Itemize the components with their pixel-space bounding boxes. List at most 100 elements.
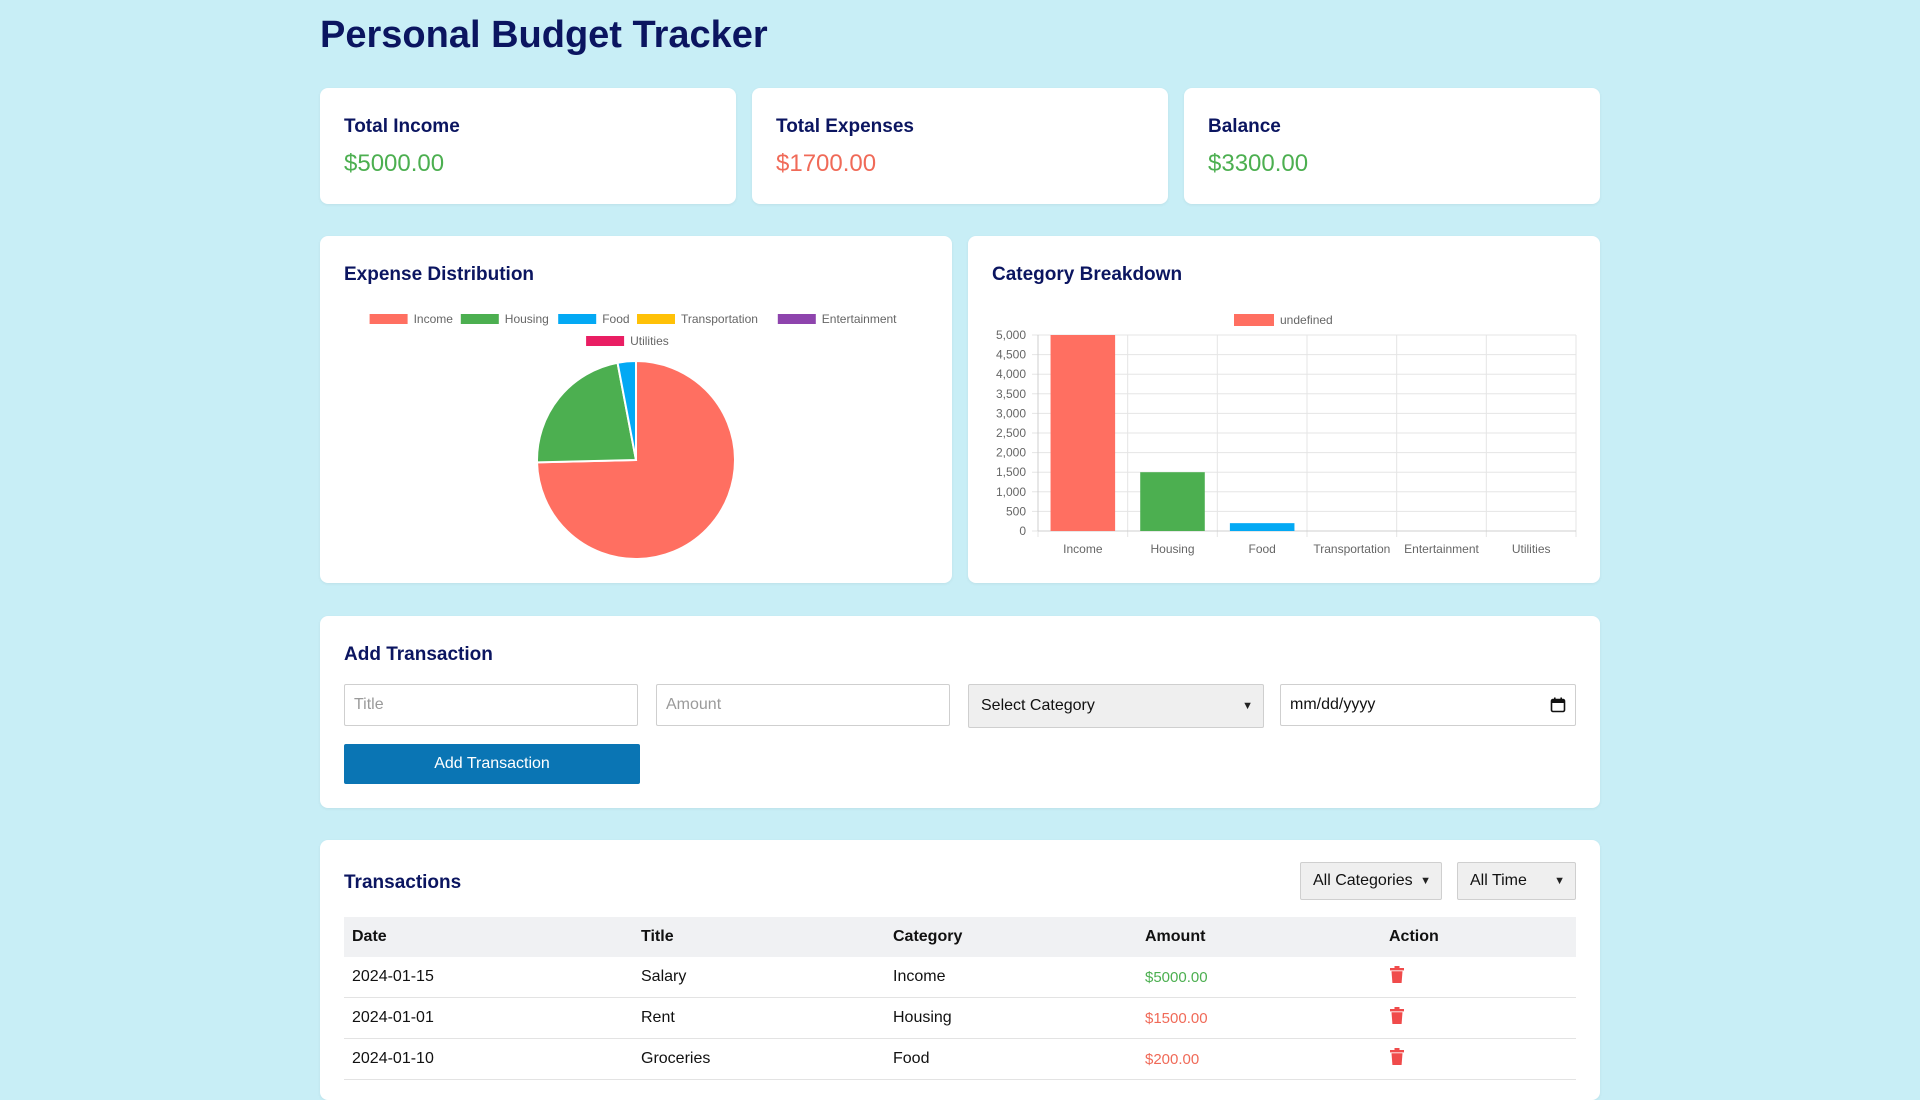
- chevron-down-icon: ▼: [1420, 875, 1431, 887]
- delete-trash-icon[interactable]: [1389, 1047, 1405, 1066]
- balance-card: Balance $3300.00: [1184, 88, 1600, 204]
- date-placeholder: mm/dd/yyyy: [1290, 696, 1376, 713]
- row-date: 2024-01-01: [344, 997, 633, 1039]
- y-tick-label: 4,500: [996, 348, 1026, 362]
- y-tick-label: 2,500: [996, 426, 1026, 440]
- chevron-down-icon: ▼: [1242, 700, 1253, 712]
- y-tick-label: 3,000: [996, 406, 1026, 420]
- column-header-amount: Amount: [1137, 917, 1381, 957]
- legend-swatch: [586, 336, 625, 346]
- column-header-category: Category: [885, 917, 1137, 957]
- delete-trash-icon[interactable]: [1389, 1006, 1405, 1025]
- legend-swatch: [558, 314, 597, 324]
- y-tick-label: 5,000: [996, 328, 1026, 342]
- x-tick-label: Income: [1063, 542, 1103, 556]
- income-value: $5000.00: [344, 150, 445, 177]
- legend-swatch: [637, 314, 675, 324]
- add-transaction-title: Add Transaction: [344, 644, 493, 665]
- legend-label: Income: [414, 312, 454, 326]
- category-select[interactable]: Select Category ▼: [968, 684, 1264, 728]
- row-category: Food: [885, 1038, 1137, 1080]
- bar: [1050, 335, 1116, 531]
- add-transaction-button[interactable]: Add Transaction: [344, 744, 640, 784]
- expense-distribution-card: Expense Distribution Income Housing Food Tr…: [320, 236, 952, 583]
- expenses-label: Total Expenses: [776, 116, 914, 137]
- table-row: 2024-01-10 Groceries Food $200.00: [344, 1038, 1576, 1080]
- row-category: Housing: [885, 997, 1137, 1039]
- chevron-down-icon: ▼: [1554, 875, 1565, 887]
- row-amount: $200.00: [1137, 1038, 1381, 1080]
- legend-label: Food: [602, 312, 629, 326]
- legend-label: Entertainment: [822, 312, 897, 326]
- y-tick-label: 3,500: [996, 387, 1026, 401]
- time-filter-select[interactable]: All Time ▼: [1457, 862, 1576, 900]
- legend-swatch: [460, 314, 499, 324]
- x-tick-label: Housing: [1150, 542, 1194, 556]
- title-placeholder: Title: [354, 696, 384, 713]
- add-transaction-card: Add Transaction Title Amount Select Cate…: [320, 616, 1600, 808]
- category-filter-select[interactable]: All Categories ▼: [1300, 862, 1442, 900]
- x-tick-label: Utilities: [1512, 542, 1551, 556]
- row-date: 2024-01-15: [344, 957, 633, 998]
- row-title: Salary: [633, 957, 885, 998]
- bar-chart-title: Category Breakdown: [992, 264, 1183, 285]
- y-tick-label: 0: [1019, 524, 1026, 538]
- legend-label: Housing: [505, 312, 549, 326]
- page-title: Personal Budget Tracker: [320, 14, 768, 56]
- expenses-card: Total Expenses $1700.00: [752, 88, 1168, 204]
- bar: [1229, 523, 1295, 531]
- income-label: Total Income: [344, 116, 460, 137]
- bar-chart: undefined 5,000 4,500 4,000 3,500 3,000 2,500 2…: [996, 313, 1577, 556]
- y-tick-label: 1,000: [996, 485, 1026, 499]
- y-tick-label: 1,500: [996, 465, 1026, 479]
- amount-placeholder: Amount: [666, 696, 722, 713]
- pie-slice: [616, 359, 637, 461]
- x-tick-label: Transportation: [1313, 542, 1390, 556]
- title-input[interactable]: Title: [344, 684, 638, 726]
- date-input[interactable]: mm/dd/yyyy: [1280, 684, 1576, 726]
- column-header-title: Title: [633, 917, 885, 957]
- legend-swatch: [777, 314, 816, 324]
- legend-label: undefined: [1280, 313, 1333, 327]
- legend-swatch: [369, 314, 408, 324]
- legend-label: Utilities: [630, 334, 669, 348]
- legend-swatch: [1234, 314, 1274, 326]
- row-title: Groceries: [633, 1038, 885, 1080]
- pie-slice: [536, 361, 638, 464]
- legend-label: Transportation: [681, 312, 758, 326]
- y-tick-label: 4,000: [996, 367, 1026, 381]
- time-filter-value: All Time: [1470, 872, 1527, 889]
- expenses-value: $1700.00: [776, 150, 877, 177]
- category-select-value: Select Category: [981, 697, 1095, 714]
- x-tick-label: Entertainment: [1404, 542, 1479, 556]
- row-action: [1381, 997, 1576, 1039]
- row-title: Rent: [633, 997, 885, 1039]
- y-tick-label: 500: [1006, 504, 1026, 518]
- pie-chart-title: Expense Distribution: [344, 264, 535, 285]
- row-action: [1381, 1038, 1576, 1080]
- category-filter-value: All Categories: [1313, 872, 1413, 889]
- balance-value: $3300.00: [1208, 150, 1309, 177]
- row-action: [1381, 957, 1576, 998]
- category-breakdown-card: Category Breakdown undefined 5,000 4,500 4,…: [968, 236, 1600, 583]
- transactions-table: Date Title Category Amount Action 2024-0…: [344, 917, 1576, 1080]
- column-header-action: Action: [1381, 917, 1576, 957]
- transactions-card: Transactions All Categories ▼ All Time ▼…: [320, 840, 1600, 1100]
- transactions-title: Transactions: [344, 872, 462, 893]
- balance-label: Balance: [1208, 116, 1281, 137]
- income-card: Total Income $5000.00: [320, 88, 736, 204]
- column-header-date: Date: [344, 917, 633, 957]
- table-row: 2024-01-15 Salary Income $5000.00: [344, 957, 1576, 998]
- table-header-row: Date Title Category Amount Action: [344, 917, 1576, 957]
- y-tick-label: 2,000: [996, 446, 1026, 460]
- x-tick-label: Food: [1248, 542, 1275, 556]
- row-date: 2024-01-10: [344, 1038, 633, 1080]
- amount-input[interactable]: Amount: [656, 684, 950, 726]
- row-category: Income: [885, 957, 1137, 998]
- delete-trash-icon[interactable]: [1389, 965, 1405, 984]
- row-amount: $5000.00: [1137, 957, 1381, 998]
- row-amount: $1500.00: [1137, 997, 1381, 1039]
- bar: [1140, 472, 1205, 531]
- pie-chart: Income Housing Food Transportation Entertain…: [369, 312, 897, 560]
- calendar-icon[interactable]: [1550, 697, 1566, 713]
